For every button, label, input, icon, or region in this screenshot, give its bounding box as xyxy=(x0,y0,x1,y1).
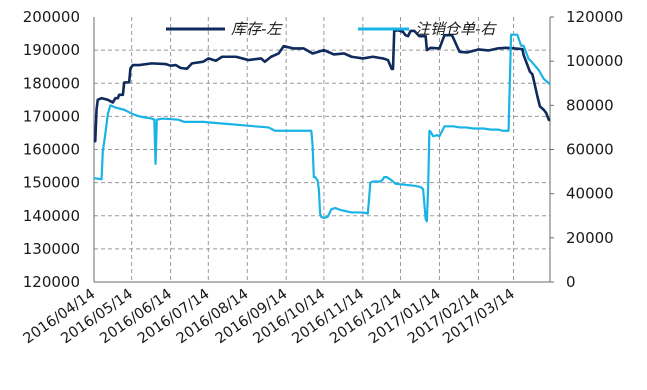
right-tick-label: 120000 xyxy=(566,8,623,26)
left-axis-ticks: 120000 130000 140000 150000 160000 170000 1800… xyxy=(23,8,80,291)
legend-label: 库存-左 xyxy=(231,20,283,38)
left-tick-label: 140000 xyxy=(23,207,80,225)
legend: 库存-左 注销仓单-右 xyxy=(166,20,497,38)
right-tick-label: 40000 xyxy=(566,185,614,203)
left-tick-label: 190000 xyxy=(23,41,80,59)
right-tick-label: 80000 xyxy=(566,96,614,114)
right-tick-label: 20000 xyxy=(566,229,614,247)
left-tick-label: 150000 xyxy=(23,174,80,192)
legend-label: 注销仓单-右 xyxy=(415,20,497,38)
cancelled-warrants-series-line xyxy=(93,33,551,223)
x-axis-ticks: 2016/04/142016/05/142016/06/142016/07/14… xyxy=(21,286,518,347)
series-lines xyxy=(93,28,551,223)
left-tick-label: 130000 xyxy=(23,240,80,258)
inventory-series-line xyxy=(93,28,551,143)
left-tick-label: 200000 xyxy=(23,8,80,26)
left-tick-label: 120000 xyxy=(23,273,80,291)
right-axis-ticks: 0 20000 40000 60000 80000 100000 120000 xyxy=(550,8,623,291)
right-tick-label: 0 xyxy=(566,273,576,291)
left-tick-label: 180000 xyxy=(23,74,80,92)
left-tick-label: 160000 xyxy=(23,141,80,159)
right-tick-label: 100000 xyxy=(566,52,623,70)
grid xyxy=(94,17,550,282)
right-tick-label: 60000 xyxy=(566,141,614,159)
left-tick-label: 170000 xyxy=(23,107,80,125)
